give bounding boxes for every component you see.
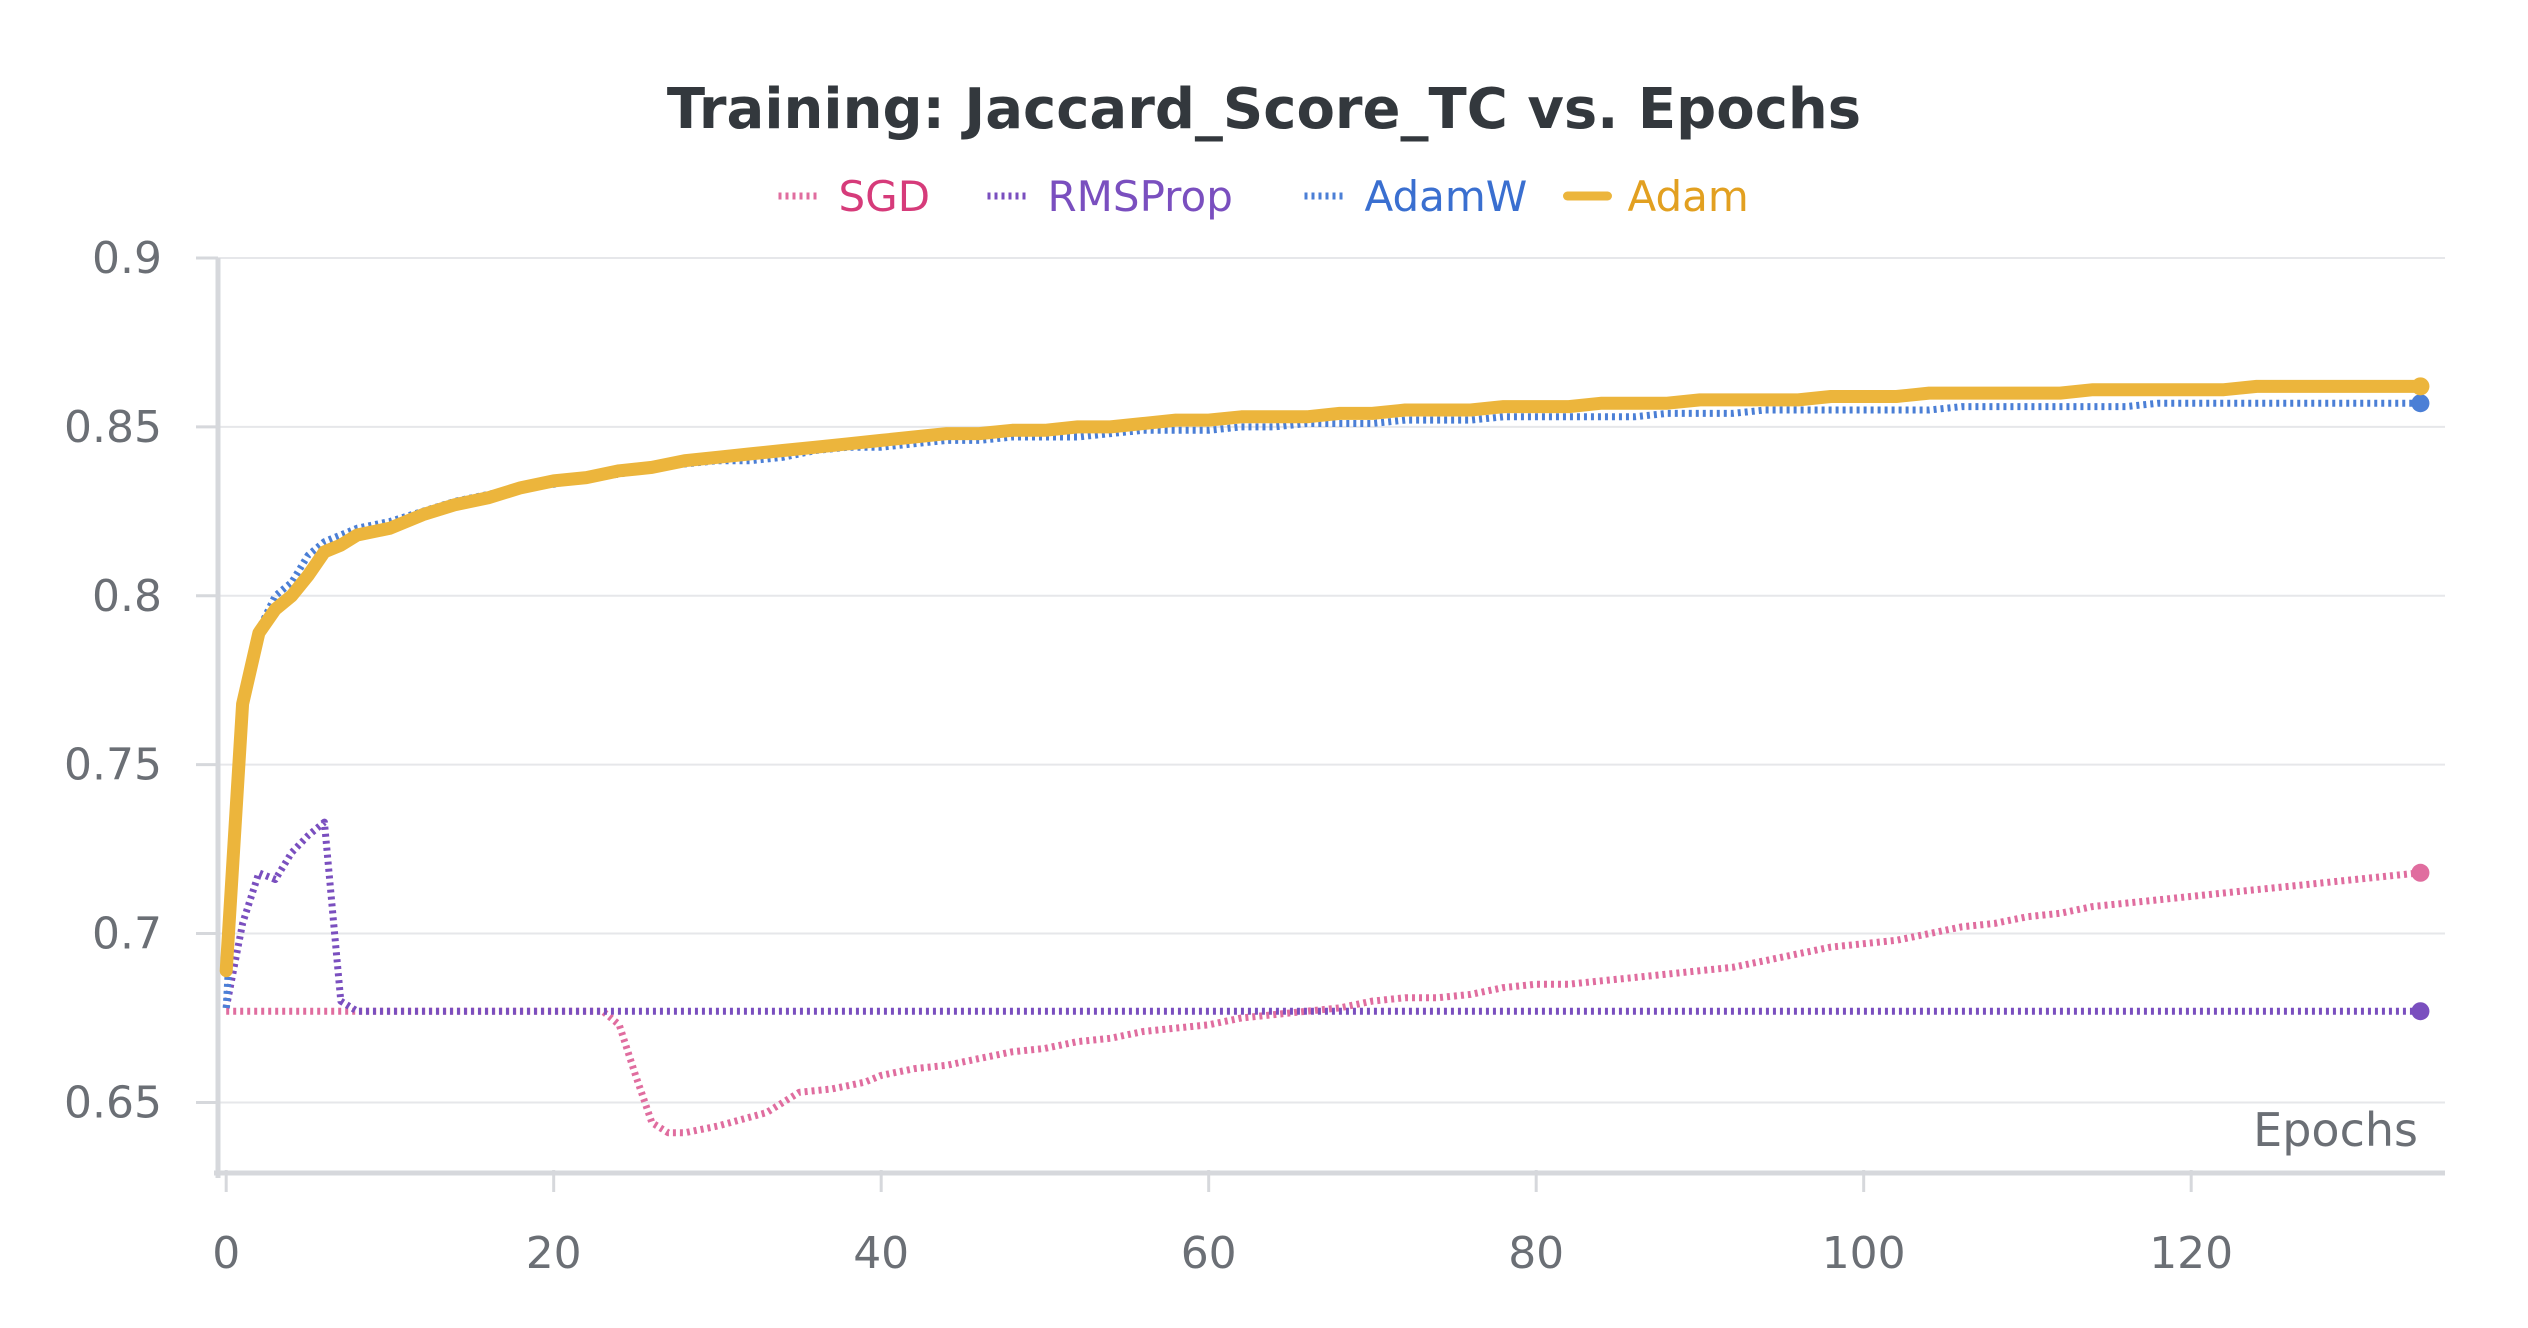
y-tick-label: 0.65 bbox=[64, 1077, 162, 1128]
legend-item-adam: Adam bbox=[1563, 172, 1749, 221]
legend-label-sgd: SGD bbox=[839, 172, 931, 221]
legend-item-adamw: AdamW bbox=[1304, 172, 1528, 221]
y-axis-ticks: 0.65 0.7 0.75 0.8 0.85 0.9 bbox=[64, 233, 218, 1128]
grid-lines bbox=[218, 257, 2445, 1104]
series-line-rmsprop bbox=[222, 818, 2421, 1015]
legend-label-adamw: AdamW bbox=[1365, 172, 1528, 221]
x-tick-label: 20 bbox=[526, 1228, 582, 1279]
axes bbox=[214, 258, 2445, 1178]
y-tick-label: 0.85 bbox=[64, 402, 162, 453]
legend: SGD RMSProp AdamW Adam bbox=[778, 172, 1749, 221]
chart-title: Training: Jaccard_Score_TC vs. Epochs bbox=[667, 77, 1861, 142]
series-line-sgd bbox=[226, 869, 2421, 1137]
series-end-point-adam bbox=[2411, 377, 2430, 396]
y-tick-label: 0.8 bbox=[92, 571, 162, 622]
x-tick-label: 80 bbox=[1508, 1228, 1564, 1279]
x-tick-label: 100 bbox=[1822, 1228, 1906, 1279]
series-end-point-adamw bbox=[2411, 394, 2430, 413]
series-end-point-rmsprop bbox=[2411, 1002, 2430, 1021]
series-group bbox=[219, 377, 2430, 1137]
x-tick-label: 60 bbox=[1181, 1228, 1237, 1279]
x-tick-label: 40 bbox=[853, 1228, 909, 1279]
series-line-adamw bbox=[222, 399, 2421, 1009]
legend-item-rmsprop: RMSProp bbox=[987, 172, 1233, 221]
y-tick-label: 0.9 bbox=[92, 233, 162, 284]
x-axis-label: Epochs bbox=[2253, 1103, 2418, 1157]
series-end-point-sgd bbox=[2411, 863, 2430, 882]
x-tick-label: 0 bbox=[212, 1228, 240, 1279]
y-tick-label: 0.7 bbox=[92, 909, 162, 960]
x-tick-label: 120 bbox=[2149, 1228, 2233, 1279]
x-axis-ticks: 0 20 40 60 80 100 120 bbox=[212, 1170, 2233, 1279]
legend-item-sgd: SGD bbox=[778, 172, 931, 221]
legend-label-rmsprop: RMSProp bbox=[1048, 172, 1233, 221]
y-tick-label: 0.75 bbox=[64, 740, 162, 791]
legend-label-adam: Adam bbox=[1628, 172, 1749, 221]
series-line-adam bbox=[219, 379, 2427, 978]
